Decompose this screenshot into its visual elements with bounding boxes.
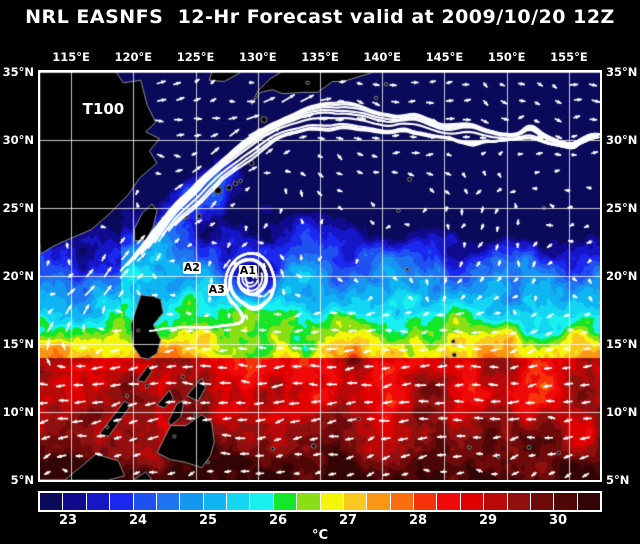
colorbar-swatch: [180, 493, 204, 510]
colorbar-swatch: [484, 493, 508, 510]
map-annotation-a1: A1: [238, 263, 257, 277]
colorbar-swatch: [203, 493, 227, 510]
colorbar-tick-label: 23: [58, 513, 78, 528]
latitude-tick-label-right: 15°N: [606, 337, 638, 351]
colorbar-swatch: [414, 493, 438, 510]
latitude-tick-label-right: 10°N: [606, 405, 638, 419]
latitude-tick-label-right: 30°N: [606, 133, 638, 147]
longitude-tick-label: 125°E: [176, 50, 215, 64]
latitude-tick-label-left: 35°N: [2, 65, 34, 79]
map-overlay-canvas: [40, 72, 600, 480]
colorbar-swatch: [437, 493, 461, 510]
colorbar-swatch: [297, 493, 321, 510]
longitude-tick-label: 150°E: [487, 50, 526, 64]
sst-map-plot[interactable]: T100 A1 A2 A3: [38, 70, 602, 482]
colorbar-unit-label: °C: [311, 528, 329, 543]
colorbar-swatch: [250, 493, 274, 510]
colorbar-swatch: [554, 493, 578, 510]
latitude-tick-label-right: 35°N: [606, 65, 638, 79]
colorbar-tick-label: 25: [198, 513, 218, 528]
colorbar-swatch: [577, 493, 600, 510]
latitude-tick-label-right: 25°N: [606, 201, 638, 215]
map-annotation-t100: T100: [82, 99, 125, 118]
colorbar-swatch: [343, 493, 368, 510]
longitude-tick-label: 115°E: [52, 50, 90, 64]
colorbar-tick-label: 30: [548, 513, 568, 528]
colorbar-swatch: [227, 493, 251, 510]
latitude-tick-label-left: 20°N: [2, 269, 34, 283]
longitude-tick-label: 140°E: [363, 50, 402, 64]
latitude-tick-label-left: 25°N: [2, 201, 34, 215]
map-canvas-container: T100 A1 A2 A3: [40, 72, 600, 480]
colorbar-swatch: [460, 493, 485, 510]
longitude-tick-label: 135°E: [301, 50, 339, 64]
latitude-tick-label-left: 5°N: [10, 473, 34, 487]
colorbar: [38, 491, 602, 512]
colorbar-swatch: [273, 493, 298, 510]
colorbar-swatch: [63, 493, 87, 510]
colorbar-swatch: [40, 493, 64, 510]
colorbar-tick-label: 26: [268, 513, 288, 528]
longitude-tick-label: 120°E: [114, 50, 153, 64]
latitude-tick-label-left: 10°N: [2, 405, 34, 419]
colorbar-swatch: [110, 493, 134, 510]
colorbar-swatch: [156, 493, 181, 510]
colorbar-swatch: [86, 493, 111, 510]
latitude-tick-label-right: 5°N: [606, 473, 630, 487]
longitude-tick-label: 130°E: [238, 50, 277, 64]
colorbar-tick-label: 27: [338, 513, 358, 528]
colorbar-tick-label: 24: [128, 513, 148, 528]
colorbar-swatch: [133, 493, 157, 510]
latitude-tick-label-right: 20°N: [606, 269, 638, 283]
latitude-tick-label-left: 15°N: [2, 337, 34, 351]
colorbar-swatches: [40, 493, 600, 510]
map-annotation-a2: A2: [182, 260, 201, 274]
colorbar-swatch: [390, 493, 414, 510]
colorbar-tick-label: 28: [408, 513, 428, 528]
map-annotation-a3: A3: [207, 282, 226, 296]
latitude-tick-label-left: 30°N: [2, 133, 34, 147]
colorbar-swatch: [320, 493, 344, 510]
colorbar-swatch: [367, 493, 391, 510]
longitude-tick-label: 155°E: [550, 50, 588, 64]
page-title: NRL EASNFS 12-Hr Forecast valid at 2009/…: [25, 6, 615, 28]
colorbar-tick-label: 29: [478, 513, 498, 528]
longitude-tick-label: 145°E: [425, 50, 464, 64]
colorbar-swatch: [530, 493, 555, 510]
colorbar-swatch: [507, 493, 531, 510]
